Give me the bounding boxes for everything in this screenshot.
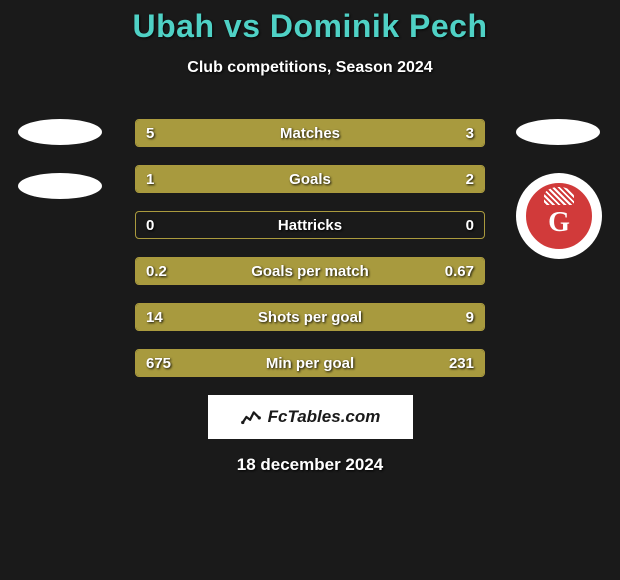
player-left-badges [18,119,102,227]
club-logo-inner: G [523,180,595,252]
stat-value-left: 0.2 [146,263,167,280]
stat-label: Matches [280,125,340,142]
stat-row: 0.2 Goals per match 0.67 [135,257,485,285]
brand-footer[interactable]: FcTables.com [208,395,413,439]
stat-bar-right [348,304,484,330]
date-text: 18 december 2024 [0,455,620,475]
stat-bar-right [352,120,484,146]
stat-row: 0 Hattricks 0 [135,211,485,239]
stat-label: Goals per match [251,263,369,280]
stat-value-right: 3 [466,125,474,142]
stat-label: Hattricks [278,217,342,234]
stat-value-left: 0 [146,217,154,234]
fctables-icon [240,406,262,428]
stat-value-left: 5 [146,125,154,142]
subtitle: Club competitions, Season 2024 [0,59,620,77]
stat-value-left: 675 [146,355,171,372]
stat-value-right: 2 [466,171,474,188]
stat-value-right: 231 [449,355,474,372]
stat-label: Goals [289,171,331,188]
stat-value-right: 0.67 [445,263,474,280]
stat-value-right: 0 [466,217,474,234]
brand-text: FcTables.com [268,407,381,427]
player-left-badge-1 [18,119,102,145]
stat-bar-right [251,166,484,192]
content-area: G 5 Matches 3 1 Goals 2 0 Hattricks 0 0.2 Goals pe… [0,119,620,475]
club-logo-pattern [544,187,574,205]
player-right-badges: G [516,119,602,259]
stat-row: 5 Matches 3 [135,119,485,147]
club-logo: G [516,173,602,259]
player-right-badge-1 [516,119,600,145]
page-title: Ubah vs Dominik Pech [0,8,620,45]
comparison-card: Ubah vs Dominik Pech Club competitions, … [0,0,620,475]
stat-label: Min per goal [266,355,354,372]
stat-row: 14 Shots per goal 9 [135,303,485,331]
stat-row: 1 Goals 2 [135,165,485,193]
stat-value-right: 9 [466,309,474,326]
stats-list: 5 Matches 3 1 Goals 2 0 Hattricks 0 0.2 Goals per … [135,119,485,377]
club-logo-letter: G [548,207,570,239]
stat-row: 675 Min per goal 231 [135,349,485,377]
stat-value-left: 1 [146,171,154,188]
player-left-badge-2 [18,173,102,199]
stat-bar-left [136,350,394,376]
stat-label: Shots per goal [258,309,362,326]
stat-value-left: 14 [146,309,163,326]
